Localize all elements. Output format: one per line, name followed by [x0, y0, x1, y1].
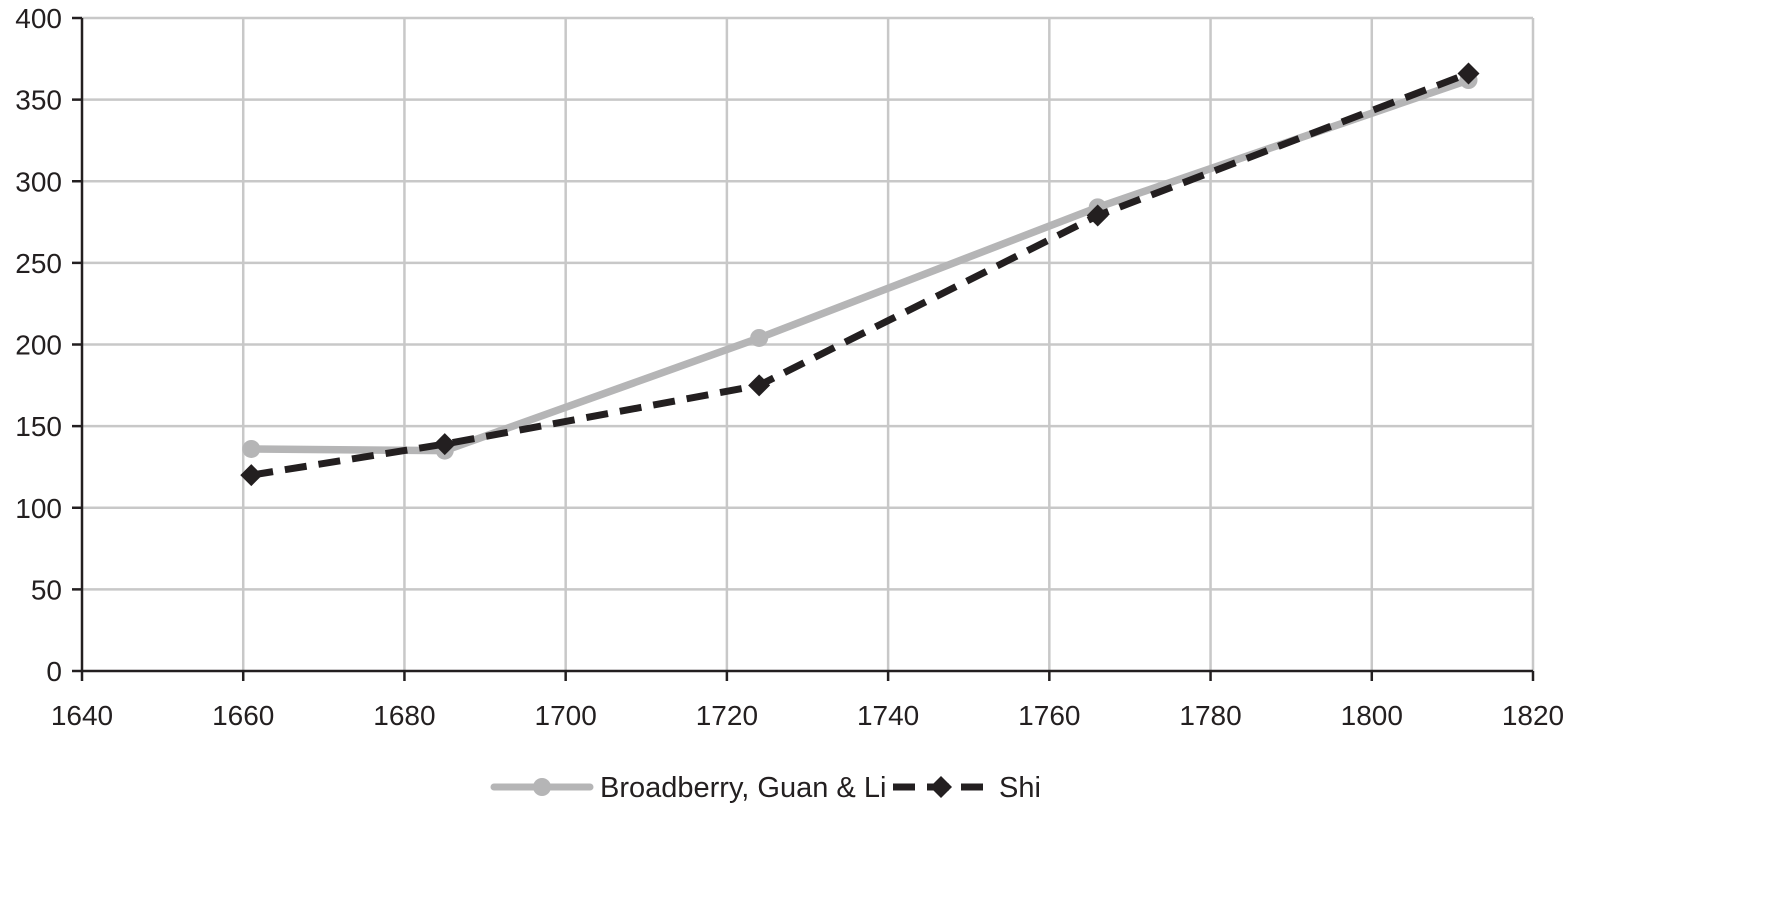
series-2 — [240, 62, 1480, 487]
legend-item-1: Broadberry, Guan & Li — [490, 772, 886, 804]
y-tick-label: 300 — [15, 166, 62, 197]
data-point — [748, 374, 771, 397]
y-tick-label: 350 — [15, 85, 62, 116]
y-tick-label: 400 — [15, 3, 62, 34]
x-tick-label: 1740 — [857, 700, 919, 731]
x-tick-label: 1800 — [1341, 700, 1403, 731]
legend-label: Shi — [999, 772, 1041, 804]
legend-marker — [930, 776, 952, 798]
legend: Broadberry, Guan & Li Shi — [490, 772, 1041, 804]
y-tick-label: 200 — [15, 330, 62, 361]
y-tick-label: 0 — [46, 656, 62, 687]
x-tick-label: 1700 — [535, 700, 597, 731]
series-line — [250, 70, 1470, 479]
data-point — [433, 433, 456, 456]
y-tick-label: 50 — [31, 574, 62, 605]
x-tick-label: 1640 — [51, 700, 113, 731]
data-point — [240, 464, 263, 487]
legend-label: Broadberry, Guan & Li — [600, 772, 886, 804]
x-tick-label: 1780 — [1179, 700, 1241, 731]
data-point — [242, 439, 261, 458]
data-point — [750, 328, 769, 347]
x-tick-label: 1760 — [1018, 700, 1080, 731]
axes: 0 50 100 150 200 250 300 350 400 1640 1660 1680 1700… — [15, 3, 1564, 731]
data-point — [1457, 62, 1480, 85]
data-point — [1086, 204, 1109, 227]
y-tick-label: 100 — [15, 493, 62, 524]
legend-item-2: Shi — [893, 772, 1041, 804]
y-tick-label: 250 — [15, 248, 62, 279]
x-tick-label: 1660 — [212, 700, 274, 731]
x-tick-label: 1720 — [696, 700, 758, 731]
x-tick-label: 1820 — [1502, 700, 1564, 731]
series-line — [247, 76, 1473, 455]
x-tick-label: 1680 — [373, 700, 435, 731]
y-tick-label: 150 — [15, 411, 62, 442]
legend-marker — [533, 778, 551, 796]
series-1 — [242, 71, 1478, 460]
series-layer — [240, 62, 1480, 487]
grid — [82, 16, 1535, 671]
